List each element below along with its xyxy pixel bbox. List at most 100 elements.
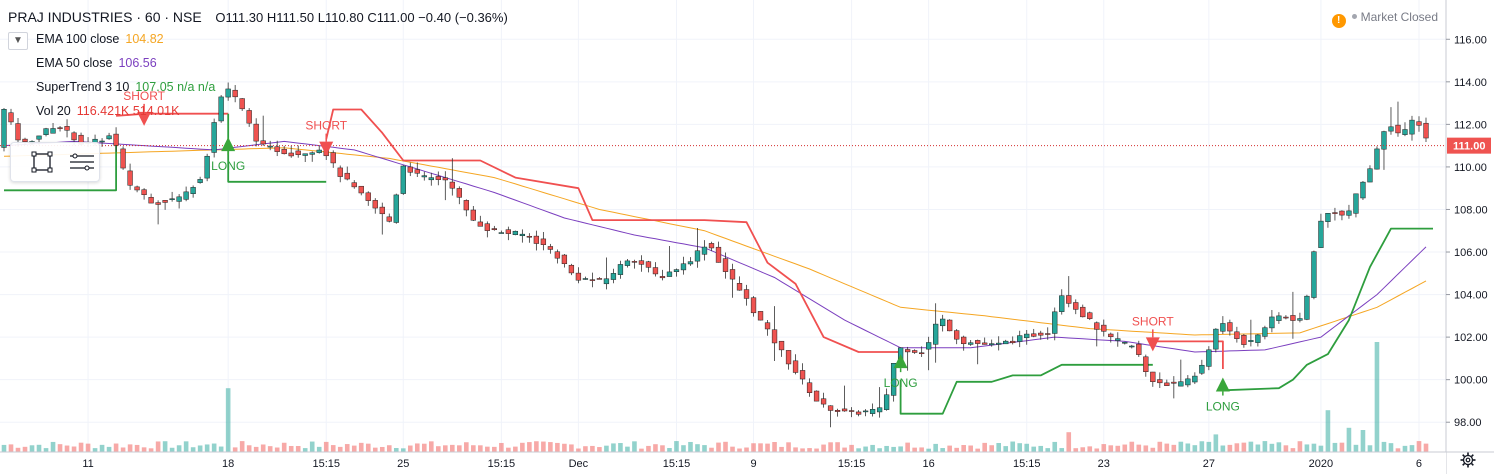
chevron-down-icon[interactable]: ▼ [8, 32, 28, 50]
volume-bar [92, 448, 98, 452]
volume-bar [807, 448, 812, 452]
candle [442, 171, 448, 201]
time-tick-label: 23 [1098, 458, 1110, 470]
volume-bar [344, 444, 350, 452]
volume-bar [260, 444, 266, 452]
volume-bar [632, 441, 637, 452]
volume-bar [372, 447, 378, 452]
candle [512, 230, 519, 236]
candle-body [1052, 311, 1058, 334]
candle-body [743, 289, 750, 299]
candle [687, 257, 694, 266]
market-status[interactable]: ! Market Closed [1331, 10, 1438, 28]
last-price-label: 111.00 [1453, 141, 1485, 153]
volume-bar [1220, 445, 1226, 452]
candle-body [183, 191, 189, 200]
legend-supertrend[interactable]: SuperTrend 3 10 107.05 n/a n/a [36, 80, 216, 94]
time-tick-label: Dec [569, 458, 589, 470]
volume-bar [604, 445, 609, 452]
candle [540, 231, 547, 251]
candle-body [1339, 210, 1345, 216]
candle-body [862, 410, 869, 413]
candle-body [442, 177, 448, 181]
candle-body [996, 342, 1002, 345]
candle [1311, 250, 1317, 300]
candle-body [1199, 364, 1205, 374]
volume-bar [302, 448, 308, 452]
candle [365, 191, 371, 206]
candle [1059, 289, 1065, 315]
candle-body [1318, 220, 1324, 248]
time-tick-label: 2020 [1309, 458, 1333, 470]
candle-body [568, 264, 575, 274]
candle-body [841, 408, 848, 412]
gear-icon[interactable] [1460, 452, 1476, 468]
time-tick-label: 25 [397, 458, 409, 470]
candle-body [505, 229, 512, 234]
candle-body [736, 283, 743, 291]
candle [288, 145, 294, 158]
candle-body [8, 112, 14, 123]
candle-body [274, 146, 280, 152]
candle [841, 385, 848, 412]
legend-ema50-value: 106.56 [118, 56, 157, 70]
price-tick-label: 98.00 [1454, 417, 1482, 429]
candle-body [155, 202, 161, 205]
volume-bar [744, 447, 749, 452]
candle-body [232, 89, 238, 98]
candle-body [989, 343, 995, 346]
candle [428, 172, 434, 186]
candle [232, 85, 238, 103]
price-tick-label: 106.00 [1454, 247, 1488, 259]
legend-ema100[interactable]: EMA 100 close 104.82 [36, 32, 164, 46]
candle [736, 276, 743, 291]
candle-body [1080, 306, 1086, 318]
candle [554, 249, 561, 264]
volume-bar [849, 444, 854, 452]
candle-body [750, 297, 757, 314]
rectangle-tool-icon[interactable] [31, 151, 53, 173]
legend-ema50[interactable]: EMA 50 close 106.56 [36, 56, 157, 70]
volume-bar [218, 446, 224, 452]
candle [778, 340, 785, 357]
volume-bar [1150, 447, 1156, 452]
candle [904, 346, 911, 371]
candle [1199, 359, 1205, 375]
volume-bar [365, 443, 371, 452]
symbol-title[interactable]: PRAJ INDUSTRIES · 60 · NSE [8, 9, 202, 25]
legend-volume[interactable]: Vol 20 116.421K 514.01K [36, 104, 180, 118]
volume-bar [204, 444, 210, 452]
volume-bar [274, 447, 280, 452]
candle-body [1213, 328, 1219, 350]
candle-body [1409, 119, 1415, 135]
candle [989, 339, 995, 347]
warning-icon: ! [1331, 14, 1346, 28]
volume-bar [1087, 446, 1093, 452]
short-signal: SHORT [305, 119, 348, 156]
volume-bar [443, 445, 448, 452]
candle [526, 233, 533, 243]
volume-bar [541, 441, 546, 452]
candle [1164, 379, 1170, 386]
candle-body [540, 238, 547, 245]
volume-bar [1164, 443, 1170, 452]
volume-bar [611, 443, 616, 452]
volume-bar [709, 447, 714, 452]
candle [701, 240, 708, 261]
volume-bar [246, 445, 252, 452]
candle [274, 140, 280, 157]
volume-bar [1346, 427, 1352, 452]
volume-bar [1031, 446, 1037, 452]
candle [1353, 193, 1359, 218]
volume-bar [232, 447, 238, 452]
volume-bar [555, 442, 560, 452]
candle-body [659, 276, 666, 279]
lines-tool-icon[interactable] [69, 151, 95, 173]
candle-body [372, 200, 378, 209]
volume-bar [1024, 443, 1030, 452]
candle [1395, 101, 1401, 137]
volume-bar [1367, 445, 1373, 452]
volume-bar [926, 448, 931, 452]
candle [456, 186, 462, 205]
